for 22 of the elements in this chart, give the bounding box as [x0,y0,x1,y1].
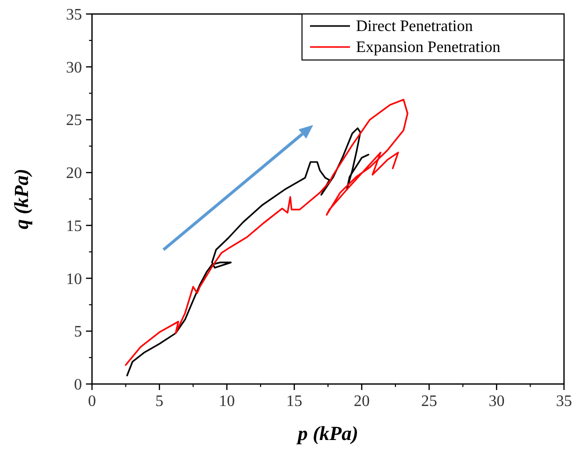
y-tick-label: 0 [74,376,82,394]
y-tick-label: 15 [66,218,82,235]
x-tick-label: 35 [556,393,572,410]
x-tick-label: 10 [218,393,235,410]
line-series [126,127,370,376]
y-tick-label: 5 [74,324,82,341]
y-axis-title: q (kPa) [11,168,33,230]
y-tick-label: 30 [66,59,82,76]
x-tick-label: 25 [421,393,438,410]
legend-label: Expansion Penetration [356,39,500,56]
y-tick-label: 35 [66,6,82,24]
x-tick-label: 0 [88,393,96,410]
x-axis-title: p (kPa) [296,423,358,445]
line-series [124,98,408,366]
x-tick-label: 15 [286,393,302,410]
x-tick-label: 5 [155,393,164,410]
y-tick-label: 25 [66,112,82,130]
y-tick-label: 10 [66,270,82,288]
x-tick-label: 20 [354,393,370,410]
x-tick-label: 30 [488,393,505,410]
legend-label: Direct Penetration [356,18,473,35]
y-tick-label: 20 [66,165,82,182]
